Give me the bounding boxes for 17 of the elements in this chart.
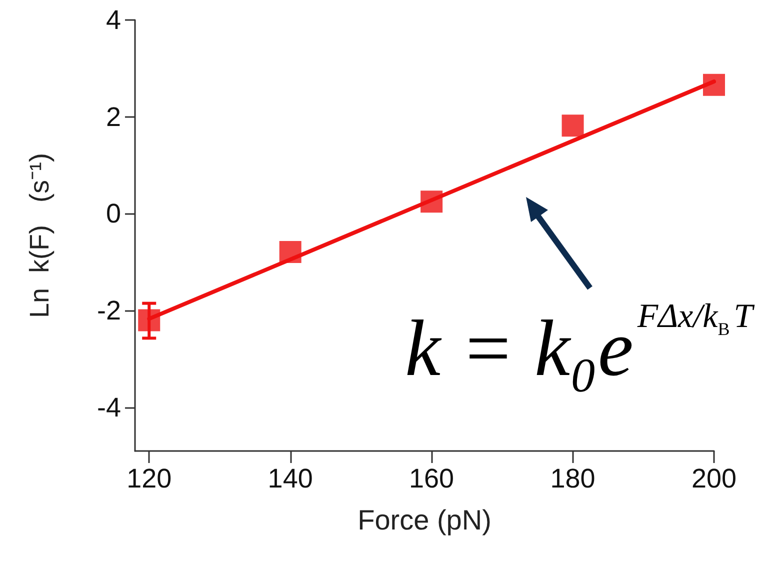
x-axis-title: Force (pN) — [358, 504, 492, 536]
y-tick-label: 0 — [106, 198, 121, 229]
x-tick-label: 180 — [550, 464, 596, 494]
point — [562, 114, 584, 137]
point — [138, 309, 160, 332]
x-tick-label: 140 — [268, 464, 313, 494]
point — [703, 74, 725, 96]
x-tick-label: 200 — [691, 464, 737, 494]
y-tick-label: 2 — [106, 102, 121, 132]
x-tick-label: 160 — [409, 464, 454, 494]
y-tick-label: -4 — [96, 392, 121, 422]
point — [279, 240, 302, 263]
y-tick-label: -2 — [96, 296, 121, 326]
y-axis-title: Ln k(F) (s⁻¹) — [24, 153, 54, 318]
x-tick-label: 120 — [126, 464, 172, 494]
point — [420, 190, 443, 213]
y-tick-label: 4 — [106, 5, 121, 35]
